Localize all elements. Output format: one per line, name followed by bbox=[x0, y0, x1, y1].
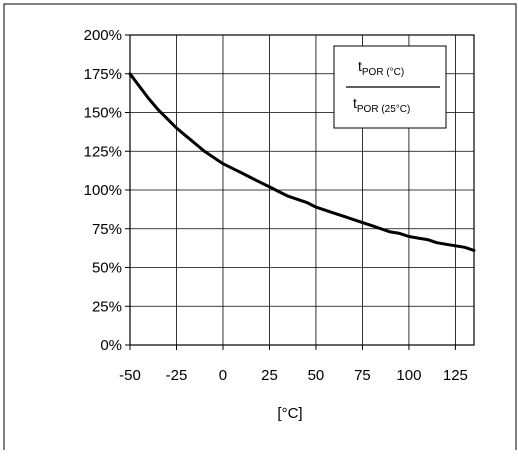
y-tick-label: 150% bbox=[84, 105, 122, 122]
series-line bbox=[128, 72, 476, 252]
x-tick-label: 25 bbox=[261, 367, 278, 384]
x-tick-label: -50 bbox=[119, 367, 141, 384]
y-axis-ticks: 0% 25% 50% 75% 100% 125% 150% 175% 200% bbox=[84, 27, 130, 354]
y-tick-label: 75% bbox=[92, 221, 122, 238]
legend-denominator: tPOR (25°C) bbox=[353, 95, 410, 115]
x-tick-label: 125 bbox=[443, 367, 468, 384]
x-tick-label: 100 bbox=[396, 367, 421, 384]
legend: tPOR (°C) tPOR (25°C) bbox=[333, 45, 447, 129]
x-axis-label: [°C] bbox=[277, 405, 302, 422]
y-tick-label: 200% bbox=[84, 27, 122, 44]
legend-denominator-sub: POR (25°C) bbox=[357, 104, 410, 115]
x-tick-label: -25 bbox=[166, 367, 188, 384]
x-axis-ticks: -50 -25 0 25 50 75 100 125 bbox=[119, 345, 468, 384]
legend-numerator: tPOR (°C) bbox=[358, 58, 404, 78]
series-group bbox=[128, 72, 476, 252]
y-tick-label: 175% bbox=[84, 66, 122, 83]
legend-numerator-sub: POR (°C) bbox=[362, 67, 404, 78]
x-tick-label: 50 bbox=[308, 367, 325, 384]
figure-frame bbox=[3, 3, 517, 450]
legend-denominator-main: t bbox=[353, 95, 357, 111]
y-tick-label: 25% bbox=[92, 298, 122, 315]
legend-numerator-main: t bbox=[358, 58, 362, 74]
y-tick-label: 125% bbox=[84, 143, 122, 160]
y-tick-label: 0% bbox=[100, 337, 122, 354]
y-tick-label: 100% bbox=[84, 182, 122, 199]
x-tick-label: 0 bbox=[219, 367, 227, 384]
x-tick-label: 75 bbox=[354, 367, 371, 384]
y-tick-label: 50% bbox=[92, 260, 122, 277]
